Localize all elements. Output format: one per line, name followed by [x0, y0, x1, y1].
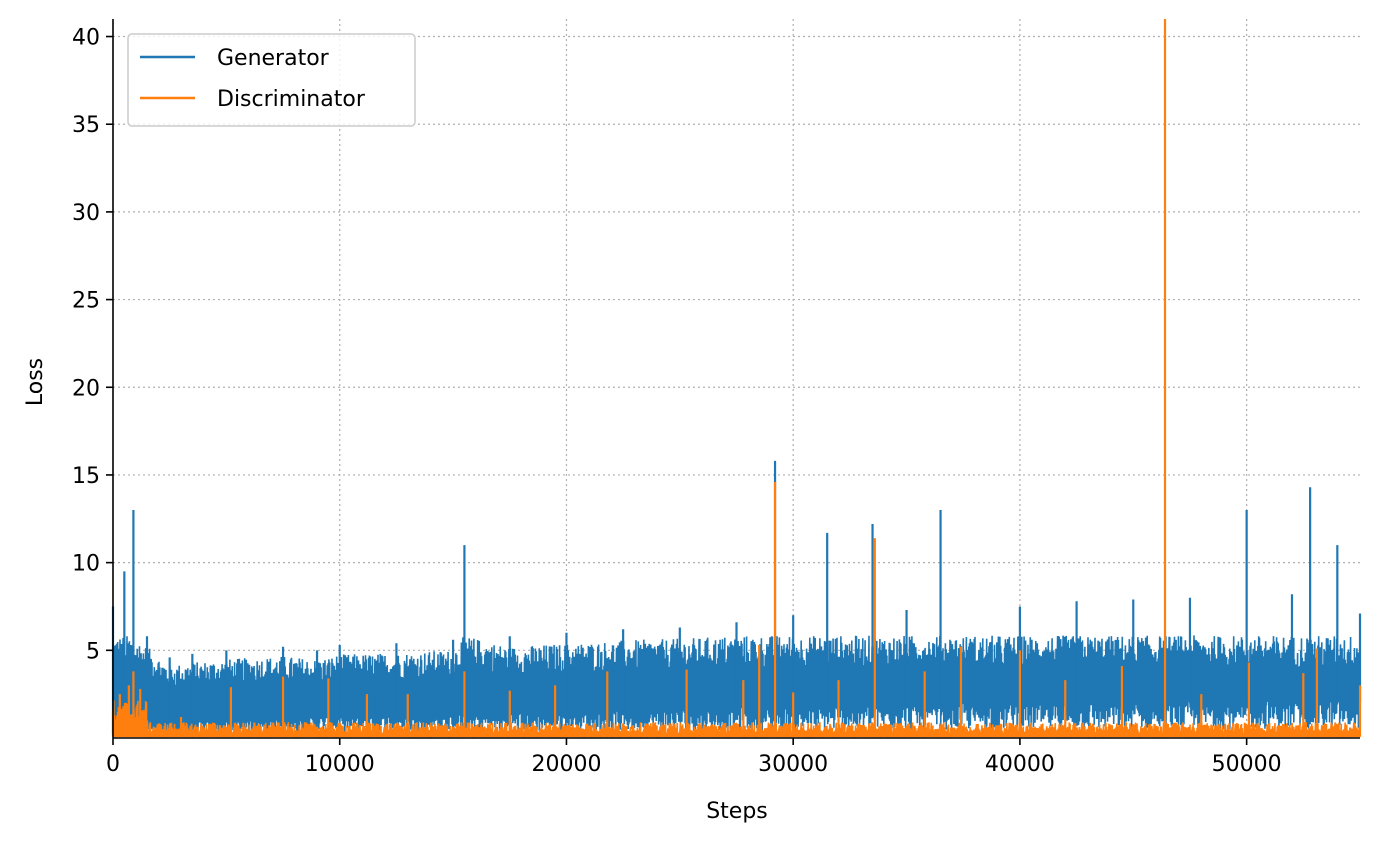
y-tick-label: 5: [86, 639, 100, 664]
y-tick-label: 20: [72, 376, 100, 401]
x-axis-label: Steps: [706, 799, 768, 824]
x-tick-label: 20000: [531, 752, 601, 777]
x-tick-label: 40000: [985, 752, 1055, 777]
y-tick-label: 25: [72, 289, 100, 314]
y-tick-label: 15: [72, 464, 100, 489]
y-tick-label: 30: [72, 201, 100, 226]
x-tick-label: 50000: [1212, 752, 1282, 777]
legend-label-discriminator: Discriminator: [217, 87, 366, 112]
legend: Generator Discriminator: [127, 33, 416, 127]
x-tick-label: 0: [106, 752, 120, 777]
y-tick-label: 10: [72, 552, 100, 577]
axes: [112, 19, 1360, 739]
y-axis-label: Loss: [23, 358, 48, 406]
series-layer: [111, 19, 1362, 738]
x-tick-label: 10000: [305, 752, 375, 777]
discriminator-line: [112, 700, 1361, 738]
ticks: 0 10000 20000 30000 40000 50000 5 10 15 20 25 30 35 4…: [72, 26, 1282, 777]
legend-label-generator: Generator: [217, 46, 330, 71]
y-tick-label: 35: [72, 113, 100, 138]
x-tick-label: 30000: [758, 752, 828, 777]
y-tick-label: 40: [72, 26, 100, 51]
legend-box: [127, 33, 416, 127]
